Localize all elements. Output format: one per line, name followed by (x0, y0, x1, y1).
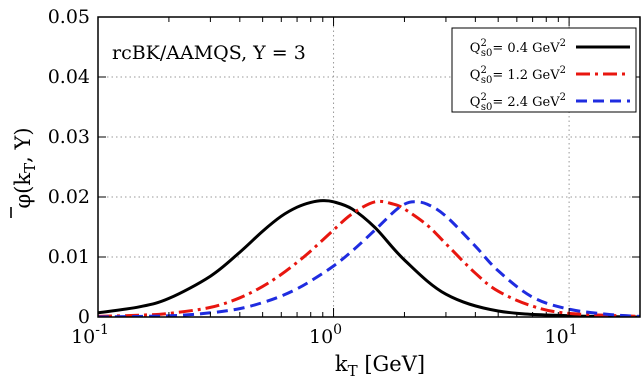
x-tick-label: 100 (309, 322, 342, 348)
x-tick-label: 10-1 (71, 322, 109, 348)
series-line-2 (98, 199, 640, 317)
legend: Q2 s0= 0.4 GeV2 Q2 s0= 1.2 GeV2 Q2 s0= 2.4 Ge… (451, 27, 637, 113)
x-axis-label: kT [GeV] (335, 352, 425, 380)
y-tick-label: 0.05 (48, 6, 90, 28)
x-tick-label: 101 (545, 322, 578, 348)
legend-label-1: Q2 s0= 0.4 GeV2 (470, 38, 566, 59)
y-tick-label: 0.04 (48, 66, 90, 88)
series-line-1 (98, 199, 640, 317)
plot-frame (97, 16, 641, 318)
y-tick-label: 0 (78, 306, 90, 328)
series-line-3 (98, 200, 640, 317)
curves (98, 199, 640, 317)
y-axis-label: φ(kT, Y) (11, 127, 39, 208)
y-axis-label-subscript: T (21, 163, 39, 173)
legend-label-2: Q2 s0= 1.2 GeV2 (470, 65, 566, 86)
axis-ticks: 0 0.01 0.02 0.03 0.04 0.05 10-1 100 101 (48, 6, 640, 348)
y-tick-label: 0.01 (48, 246, 90, 268)
legend-label-3: Q2 s0= 2.4 GeV2 (470, 92, 566, 113)
y-tick-label: 0.03 (48, 126, 90, 148)
y-tick-label: 0.02 (48, 186, 90, 208)
grid-lines (98, 17, 640, 317)
legend-box (451, 27, 637, 113)
x-axis-label-subscript: T (348, 362, 358, 380)
annotation-text: rcBK/AAMQS, Y = 3 (112, 42, 306, 64)
